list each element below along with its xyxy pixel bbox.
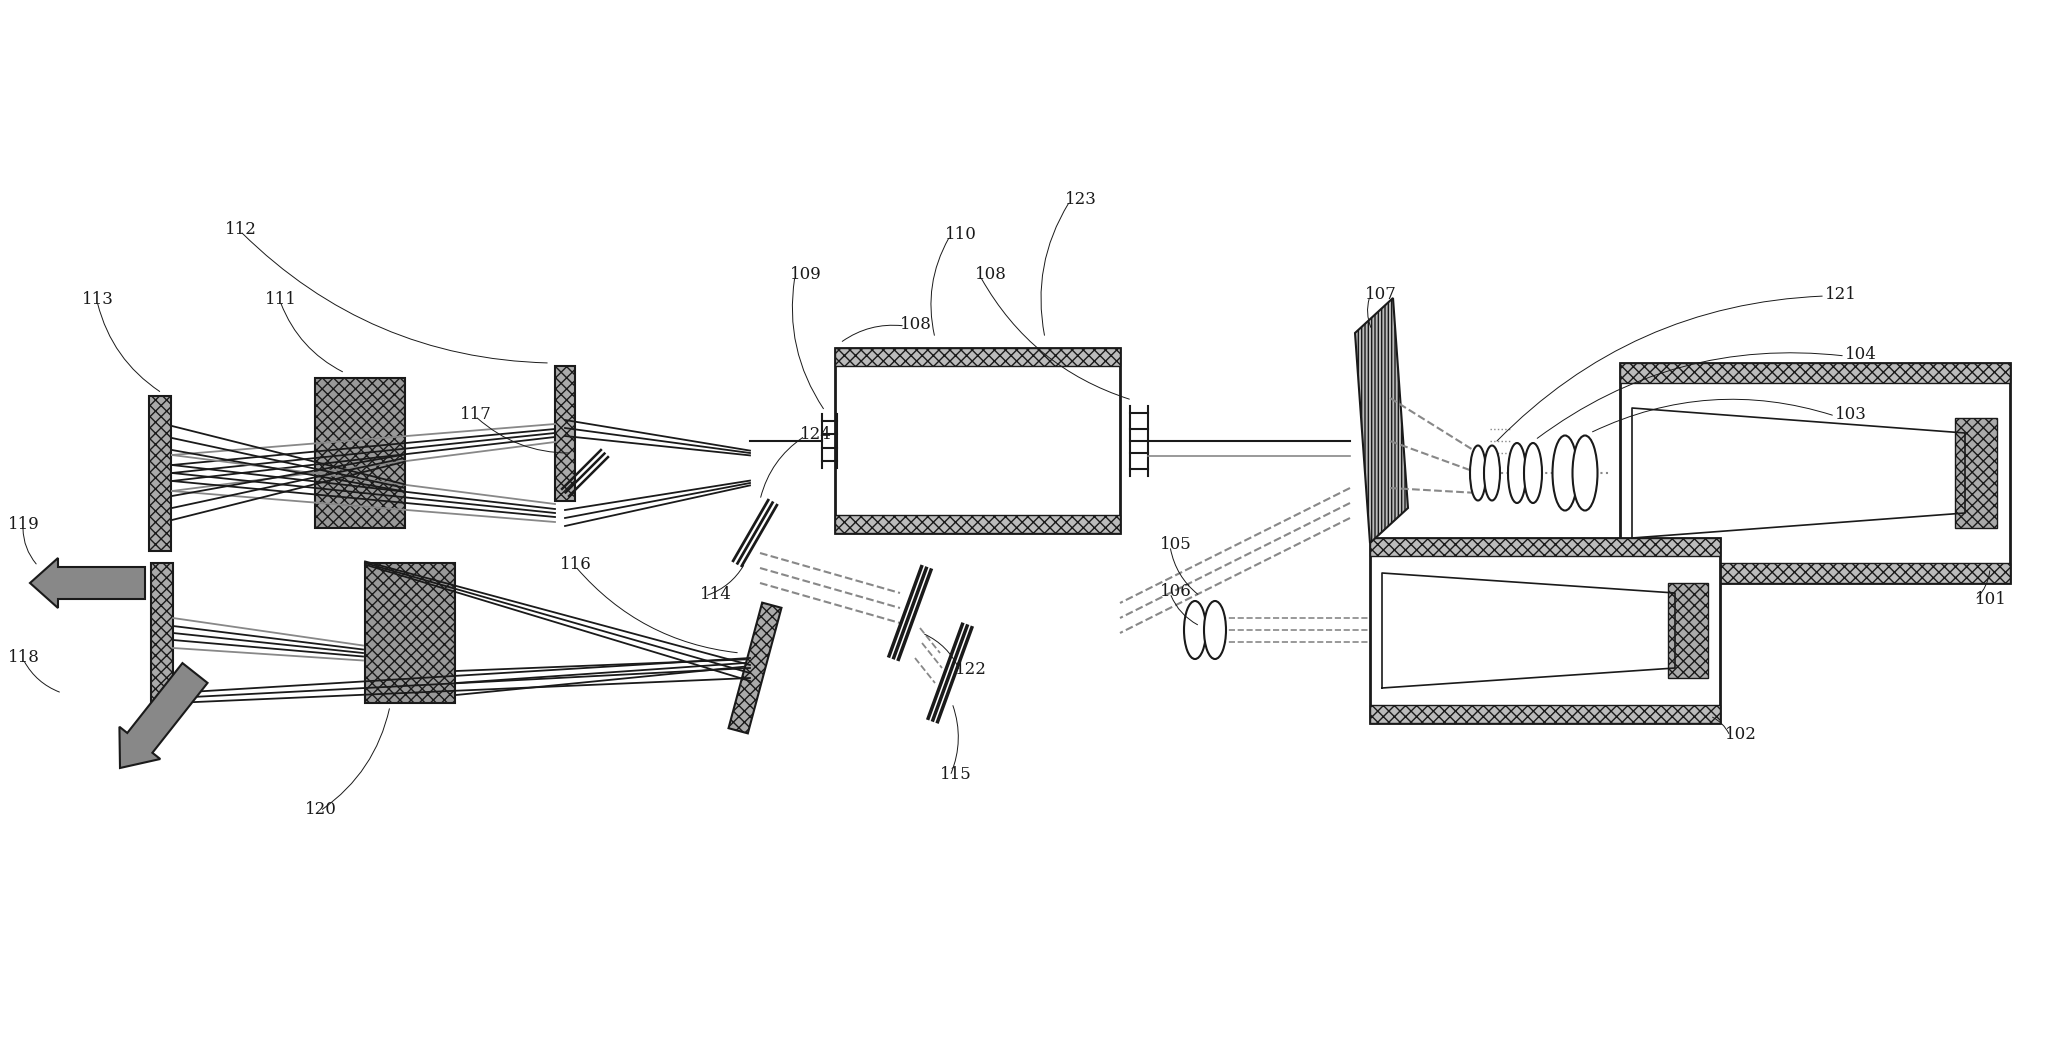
Text: 119: 119 xyxy=(8,516,39,532)
Text: 103: 103 xyxy=(1834,406,1867,424)
Bar xyxy=(364,563,455,703)
FancyArrow shape xyxy=(120,663,207,768)
Bar xyxy=(315,378,406,528)
Text: 102: 102 xyxy=(1724,726,1757,743)
Text: 111: 111 xyxy=(265,291,296,308)
Bar xyxy=(1370,538,1720,723)
Bar xyxy=(1621,363,2010,383)
Ellipse shape xyxy=(1484,445,1501,500)
Text: 117: 117 xyxy=(460,406,493,424)
Polygon shape xyxy=(1631,408,1964,538)
Text: 101: 101 xyxy=(1975,591,2008,608)
Text: 109: 109 xyxy=(791,266,822,283)
Text: 106: 106 xyxy=(1159,583,1192,600)
Text: 107: 107 xyxy=(1364,286,1397,303)
Bar xyxy=(1621,563,2010,583)
Text: 120: 120 xyxy=(304,801,337,818)
Bar xyxy=(149,395,172,550)
Ellipse shape xyxy=(1184,601,1207,659)
Ellipse shape xyxy=(1470,445,1486,500)
Text: 114: 114 xyxy=(700,586,733,603)
Ellipse shape xyxy=(1509,443,1526,503)
Text: 121: 121 xyxy=(1826,286,1857,303)
Text: 123: 123 xyxy=(1064,191,1097,208)
Text: 112: 112 xyxy=(226,221,257,238)
Polygon shape xyxy=(1383,573,1675,688)
Bar xyxy=(1954,418,1998,528)
Text: 108: 108 xyxy=(975,266,1006,283)
Text: 105: 105 xyxy=(1159,536,1192,553)
Bar xyxy=(151,563,174,703)
Ellipse shape xyxy=(1573,436,1598,511)
Text: 115: 115 xyxy=(940,766,971,783)
Text: 122: 122 xyxy=(954,661,987,678)
Ellipse shape xyxy=(1552,436,1577,511)
Bar xyxy=(1370,705,1720,723)
Text: 116: 116 xyxy=(561,556,592,573)
Text: 110: 110 xyxy=(946,226,977,243)
Ellipse shape xyxy=(1205,601,1225,659)
Text: 104: 104 xyxy=(1844,346,1877,363)
FancyArrow shape xyxy=(29,558,145,608)
Ellipse shape xyxy=(1524,443,1542,503)
Text: 113: 113 xyxy=(83,291,114,308)
Polygon shape xyxy=(1356,298,1408,543)
Bar xyxy=(555,365,575,500)
Text: 118: 118 xyxy=(8,649,39,666)
Bar xyxy=(834,348,1120,366)
Text: 108: 108 xyxy=(900,316,932,333)
Bar xyxy=(729,603,782,734)
Text: 124: 124 xyxy=(799,426,832,443)
Bar xyxy=(1668,583,1708,678)
Bar xyxy=(1621,363,2010,583)
Bar xyxy=(834,515,1120,532)
Bar xyxy=(834,348,1120,532)
Bar xyxy=(1370,538,1720,556)
